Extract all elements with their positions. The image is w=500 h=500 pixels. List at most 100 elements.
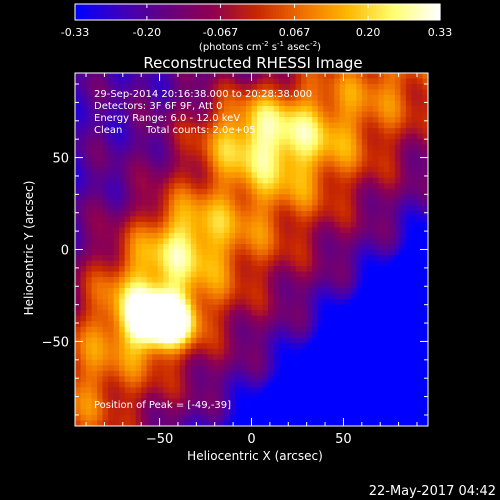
heatmap-cell [157,260,164,267]
heatmap-cell [394,337,402,344]
heatmap-cell [306,139,313,146]
heatmap-cell [317,381,324,388]
heatmap-cell [179,183,186,190]
colorbar-cell [354,4,359,20]
heatmap-cell [163,337,170,344]
heatmap-cell [328,381,335,388]
heatmap-cell [240,117,247,124]
colorbar-cell [102,4,107,20]
heatmap-cell [367,194,374,201]
heatmap-cell [323,161,330,168]
heatmap-cell [312,321,319,328]
heatmap-cell [152,304,159,311]
heatmap-cell [163,232,170,240]
heatmap-cell [328,216,335,223]
heatmap-cell [394,260,402,267]
heatmap-cell [141,282,148,289]
heatmap-cell [97,304,104,311]
heatmap-cell [91,73,98,80]
heatmap-cell [422,194,428,201]
colorbar-cell [351,4,356,20]
heatmap-cell [251,420,258,426]
heatmap-cell [240,310,247,317]
heatmap-cell [196,299,203,306]
heatmap-cell [383,73,390,80]
heatmap-cell [240,150,247,157]
colorbar-ticks [74,4,441,20]
heatmap-cell [422,255,428,262]
heatmap-cell [383,210,390,218]
heatmap-cell [268,139,275,146]
heatmap-cell [174,194,181,201]
heatmap-cell [97,343,104,350]
heatmap-cell [130,343,137,350]
heatmap-cell [350,177,357,184]
heatmap-cell [251,227,258,234]
heatmap-cell [339,177,346,184]
heatmap-cell [361,249,368,256]
heatmap-cell [350,238,357,245]
heatmap-cell [312,194,319,201]
heatmap-cell [190,128,197,135]
heatmap-cell [168,216,175,223]
heatmap-cell [75,271,82,278]
heatmap-cell [257,249,264,256]
heatmap-cell [400,381,407,388]
heatmap-cell [394,271,402,278]
heatmap-cell [262,255,269,262]
heatmap-cell [389,409,396,416]
heatmap-cell [290,194,297,201]
heatmap-cell [185,354,192,361]
heatmap-cell [113,255,120,262]
heatmap-cell [174,387,181,394]
heatmap-cell [196,155,203,162]
heatmap-cell [295,354,302,361]
heatmap-cell [422,365,428,372]
heatmap-cell [301,315,308,322]
heatmap-cell [174,221,181,229]
heatmap-cell [361,216,368,223]
heatmap-cell [163,133,170,140]
heatmap-cell [350,188,357,195]
heatmap-cell [179,315,186,322]
heatmap-cell [75,210,82,218]
heatmap-cell [179,133,186,140]
heatmap-cell [130,255,137,262]
heatmap-cell [312,73,319,80]
heatmap-cell [312,221,319,229]
heatmap-cell [301,128,308,135]
heatmap-cell [378,205,385,212]
heatmap-cell [301,387,308,394]
heatmap-cell [345,243,352,251]
heatmap-cell [268,365,275,372]
heatmap-cell [201,73,208,80]
heatmap-cell [405,172,413,179]
heatmap-cell [301,409,308,416]
heatmap-cell [411,221,418,229]
heatmap-cell [201,128,208,135]
heatmap-cell [86,73,93,80]
heatmap-cell [223,282,231,289]
heatmap-cell [317,387,324,394]
heatmap-cell [312,232,319,240]
heatmap-cell [218,337,225,344]
heatmap-cell [174,111,181,118]
heatmap-cell [174,398,181,405]
heatmap-cell [108,271,115,278]
heatmap-cell [323,199,330,206]
heatmap-cell [317,216,324,223]
heatmap-cell [174,128,181,135]
heatmap-cell [328,266,335,273]
heatmap-cell [75,315,82,322]
heatmap-cell [179,227,186,234]
heatmap-cell [130,177,137,184]
heatmap-cell [119,409,126,416]
heatmap-cell [334,266,341,273]
colorbar-cell [406,4,411,20]
heatmap-cell [378,166,385,173]
heatmap-cell [422,172,428,179]
heatmap-cell [317,414,324,422]
heatmap-cell [323,348,330,355]
heatmap-cell [223,299,231,306]
heatmap-cell [257,243,264,251]
